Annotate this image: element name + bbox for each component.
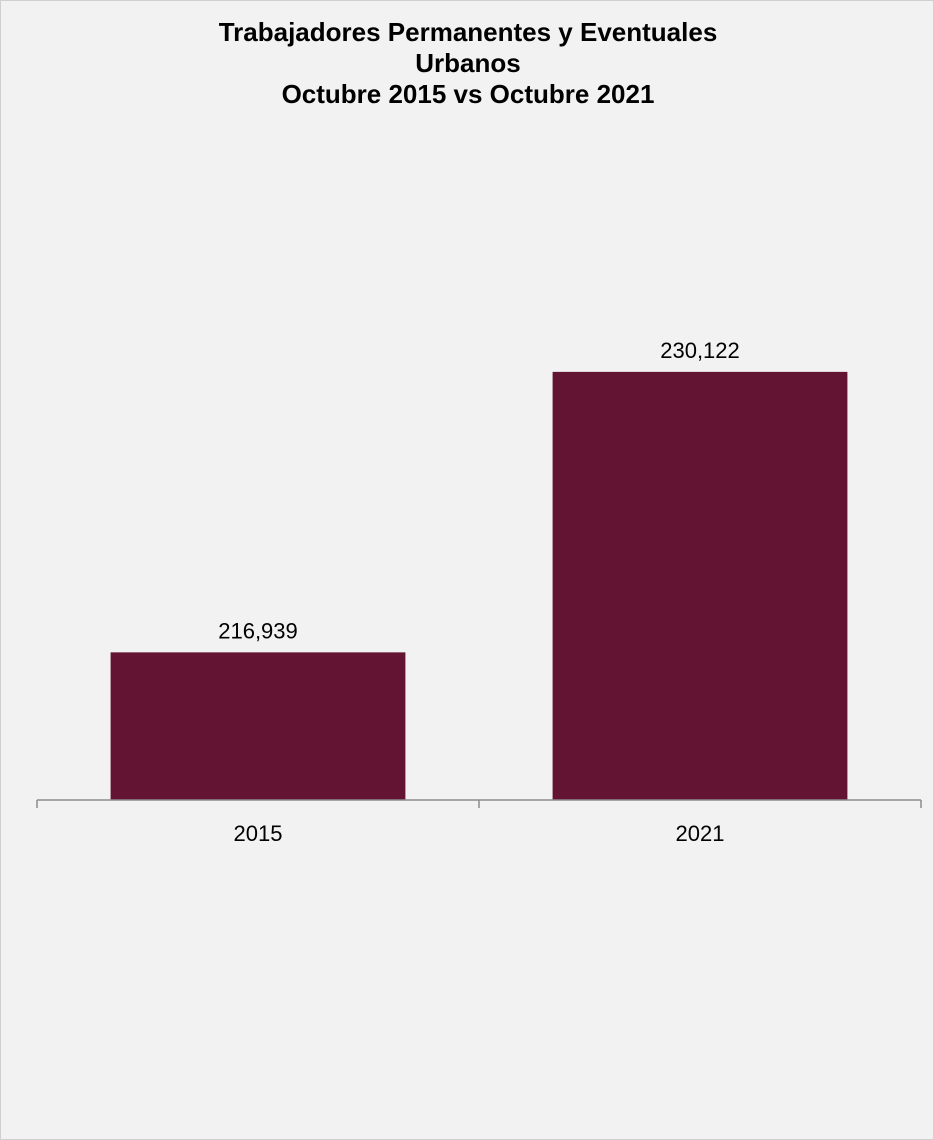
- chart-title-line-3: Octubre 2015 vs Octubre 2021: [281, 79, 655, 109]
- chart-title-line-1: Trabajadores Permanentes y Eventuales: [218, 17, 718, 47]
- x-tick-label-2015: 2015: [234, 821, 283, 846]
- data-label-2021: 230,122: [660, 338, 740, 363]
- chart-title: Trabajadores Permanentes y Eventuales Ur…: [1, 17, 934, 110]
- chart-title-line-2: Urbanos: [415, 48, 521, 78]
- bar-2021: [552, 371, 848, 800]
- bar-2015: [110, 652, 406, 800]
- data-label-2015: 216,939: [218, 618, 298, 643]
- x-tick-label-2021: 2021: [676, 821, 725, 846]
